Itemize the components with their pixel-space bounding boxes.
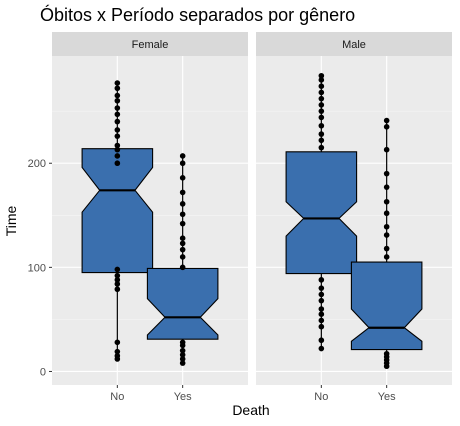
x-axis-title: Death: [232, 402, 269, 418]
data-point: [114, 339, 121, 346]
data-point: [383, 117, 390, 124]
data-point: [114, 92, 121, 99]
data-point: [318, 95, 325, 102]
data-point: [318, 345, 325, 352]
data-point: [114, 127, 121, 133]
data-point: [318, 77, 325, 83]
box-male-no: [285, 72, 358, 352]
data-point: [318, 317, 325, 324]
box-female-yes: [146, 153, 219, 366]
data-point: [114, 111, 121, 118]
data-point: [318, 137, 325, 144]
y-axis-title: Time: [3, 205, 19, 236]
data-point: [318, 323, 325, 330]
data-point: [179, 347, 186, 354]
data-point: [383, 198, 390, 205]
data-point: [179, 153, 186, 159]
data-point: [179, 339, 186, 346]
data-point: [179, 356, 186, 362]
data-point: [179, 175, 186, 181]
data-point: [383, 210, 390, 217]
y-axis: 0 100 200: [28, 158, 52, 378]
data-point: [179, 240, 186, 247]
x-tick-label: Yes: [378, 391, 396, 403]
box-body: [146, 267, 219, 340]
data-point: [179, 264, 186, 271]
data-point: [383, 146, 390, 153]
data-point: [318, 102, 325, 108]
box-female-no: [81, 80, 154, 362]
data-point: [114, 80, 121, 86]
data-point: [383, 223, 390, 230]
data-point: [318, 72, 325, 79]
panel-background: [256, 56, 452, 385]
data-point: [114, 85, 121, 92]
data-point: [114, 105, 121, 111]
data-point: [179, 160, 186, 167]
chart-title: Óbitos x Período separados por gênero: [40, 4, 355, 25]
data-point: [318, 108, 325, 114]
box-male-yes: [350, 117, 423, 370]
data-point: [114, 133, 121, 139]
data-point: [179, 360, 186, 366]
data-point: [114, 146, 121, 153]
data-point: [114, 97, 121, 104]
data-point: [114, 277, 121, 283]
data-point: [114, 348, 121, 355]
data-point: [318, 114, 325, 121]
facet-label: Female: [132, 39, 169, 51]
box-body: [81, 148, 154, 274]
panel-male: Male No Yes: [256, 32, 452, 403]
data-point: [114, 272, 121, 279]
facet-strip: [256, 32, 452, 56]
y-tick-label: 200: [28, 158, 46, 170]
data-point: [383, 123, 390, 130]
data-point: [318, 277, 325, 283]
data-point: [318, 144, 325, 151]
x-tick-label: No: [314, 391, 328, 403]
data-point: [383, 245, 390, 252]
data-point: [318, 83, 325, 89]
data-point: [318, 306, 325, 312]
data-point: [179, 220, 186, 227]
data-point: [179, 235, 186, 241]
box-body: [350, 261, 423, 351]
data-point: [179, 254, 186, 260]
data-point: [114, 286, 121, 293]
panel-female: Female No Yes: [52, 32, 248, 403]
data-point: [114, 153, 121, 159]
data-point: [114, 160, 121, 167]
data-point: [179, 246, 186, 253]
data-point: [114, 142, 121, 149]
data-point: [179, 211, 186, 218]
data-point: [114, 118, 121, 125]
data-point: [383, 184, 390, 190]
data-point: [318, 122, 325, 129]
data-point: [179, 352, 186, 358]
data-point: [179, 189, 186, 196]
data-point: [318, 131, 325, 137]
data-point: [114, 281, 121, 287]
data-point: [114, 353, 121, 359]
data-point: [179, 201, 186, 207]
data-point: [318, 311, 325, 318]
y-tick-label: 100: [28, 262, 46, 274]
data-point: [383, 232, 390, 238]
data-point: [383, 170, 390, 177]
data-point: [318, 285, 325, 291]
facet-strip: [52, 32, 248, 56]
data-point: [114, 266, 121, 273]
data-point: [318, 291, 325, 298]
x-tick-label: No: [110, 391, 124, 403]
data-point: [318, 297, 325, 304]
data-point: [318, 337, 325, 344]
data-point: [383, 254, 390, 260]
facet-label: Male: [342, 39, 366, 51]
y-tick-label: 0: [40, 366, 46, 378]
data-point: [318, 89, 325, 96]
x-tick-label: Yes: [174, 391, 192, 403]
data-point: [383, 350, 390, 357]
